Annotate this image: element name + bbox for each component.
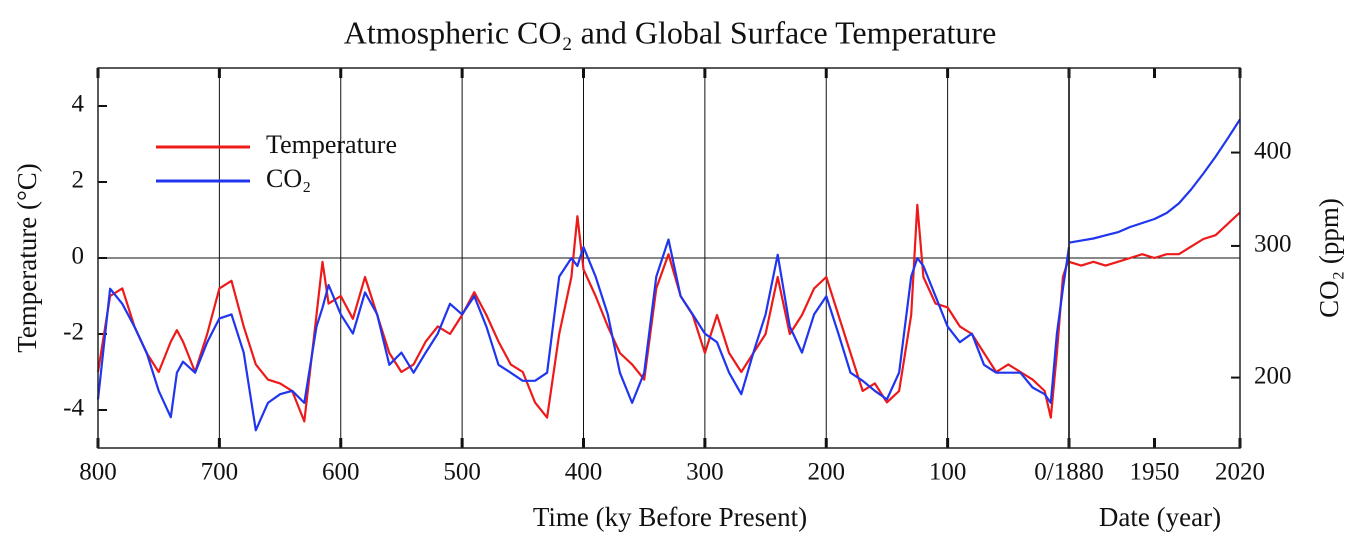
plot-frame — [1068, 67, 1241, 449]
y-tick-label: 4 — [72, 91, 85, 118]
x-tick-label: 100 — [929, 459, 967, 486]
y-tick-label: -4 — [63, 395, 84, 422]
y-tick-label: -2 — [63, 319, 84, 346]
y2-tick-label: 400 — [1254, 137, 1292, 164]
series-line — [96, 238, 1071, 432]
y2-axis-label: CO₂ (ppm) — [1314, 198, 1344, 318]
y-tick-label: 0 — [72, 243, 85, 270]
y2-tick-label: 200 — [1254, 362, 1292, 389]
series-line — [1068, 118, 1241, 244]
series-line — [1068, 211, 1241, 267]
x-tick-label: 2020 — [1215, 459, 1265, 486]
legend-label: Temperature — [266, 130, 397, 159]
x-tick-label: 0/1880 — [1034, 459, 1103, 486]
x-tick-label: 1950 — [1130, 459, 1180, 486]
series-line — [96, 203, 1071, 423]
legend-label: CO₂ — [266, 164, 311, 193]
x-tick-label: 300 — [686, 459, 724, 486]
x-tick-label: 200 — [808, 459, 846, 486]
chart-title: Atmospheric CO₂ and Global Surface Tempe… — [344, 14, 997, 50]
y2-tick-label: 300 — [1254, 231, 1292, 258]
x-tick-label: 400 — [565, 459, 603, 486]
x-tick-label: 500 — [443, 459, 481, 486]
x-tick-label: 700 — [201, 459, 239, 486]
x-axis-label: Time (ky Before Present) — [533, 502, 807, 532]
x-tick-label: 600 — [322, 459, 360, 486]
y-axis-label: Temperature (°C) — [12, 163, 42, 353]
x-tick-label: 800 — [79, 459, 117, 486]
x-axis-label: Date (year) — [1099, 502, 1221, 532]
y-tick-label: 2 — [72, 167, 85, 194]
